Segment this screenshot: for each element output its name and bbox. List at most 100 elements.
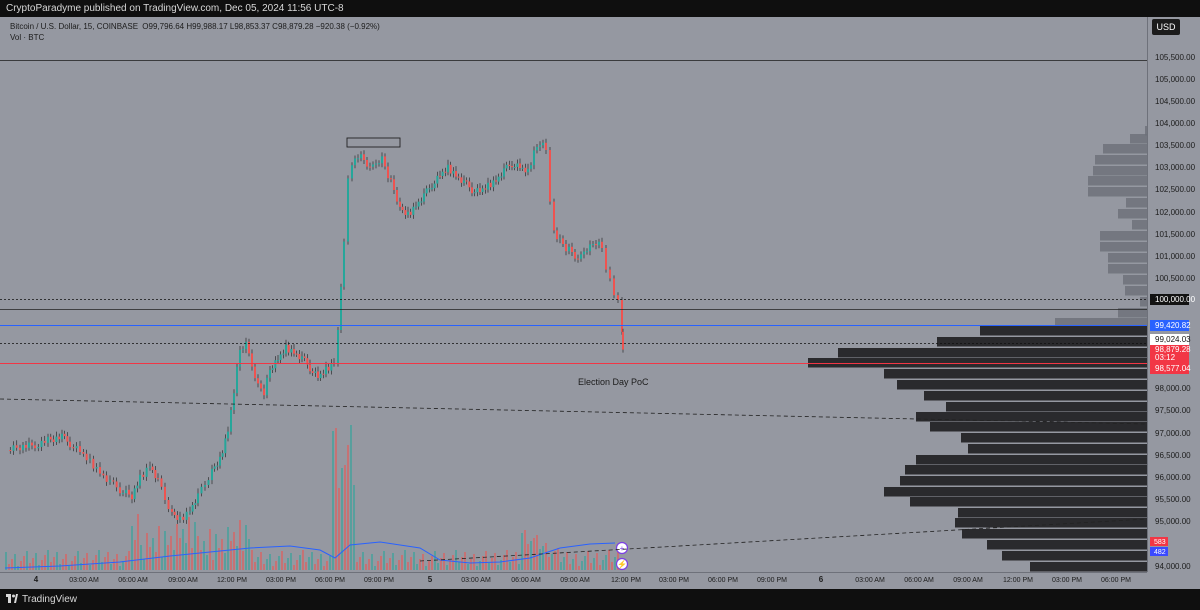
candle-body [431, 188, 433, 190]
volume-profile-bar [897, 380, 1147, 390]
candle-body [55, 436, 58, 442]
candle-body [179, 516, 181, 520]
candle-body [404, 210, 407, 215]
candle-body [524, 167, 527, 173]
volume-bar [410, 557, 412, 570]
volume-bar [44, 555, 46, 570]
time-tick-label: 06:00 PM [1101, 577, 1131, 584]
volume-bar [401, 555, 403, 570]
volume-profile-bar [1030, 562, 1147, 572]
candle-body [12, 445, 15, 451]
volume-bar [389, 558, 391, 570]
candle-body [384, 156, 386, 167]
candle-body [245, 341, 247, 350]
volume-bar [320, 554, 322, 570]
volume-bar [110, 564, 112, 570]
volume-profile-bar [1118, 308, 1147, 318]
volume-bar [257, 557, 259, 570]
volume-bar [458, 562, 460, 570]
volume-bar [11, 559, 13, 570]
volume-bar [53, 557, 55, 570]
price-tick-label: 101,500.00 [1155, 230, 1196, 239]
candle-body [571, 246, 573, 252]
candle-body [164, 486, 166, 500]
volume-bar [194, 522, 196, 570]
volume-label-red-bg [1150, 537, 1168, 546]
candle-body [290, 349, 293, 353]
volume-bar [578, 566, 580, 570]
volume-bar [476, 566, 478, 570]
volume-profile-bar [1123, 275, 1147, 285]
currency-button[interactable]: USD [1152, 19, 1180, 35]
volume-bar [587, 551, 589, 570]
time-tick-label: 09:00 AM [168, 577, 198, 584]
candle-body [351, 165, 353, 179]
volume-bar [602, 560, 604, 570]
volume-bar [101, 562, 103, 570]
volume-bar [74, 556, 76, 570]
volume-profile-bar [1093, 166, 1147, 176]
time-tick-label: 03:00 AM [461, 577, 491, 584]
candle-body [444, 171, 447, 173]
price-tick-label: 97,000.00 [1155, 429, 1191, 438]
candle-body [317, 371, 319, 378]
volume-bar [503, 555, 505, 570]
volume-bar [188, 517, 190, 570]
volume-profile-bar [987, 540, 1147, 550]
candle-body [185, 511, 188, 520]
volume-profile-bar [1130, 134, 1147, 144]
candle-body [378, 163, 380, 165]
candle-body [412, 206, 415, 215]
trend-line-upper [0, 398, 1148, 425]
legend-volume[interactable]: Vol · BTC [10, 33, 45, 42]
volume-bar [269, 554, 271, 570]
candle-body [449, 164, 452, 174]
candle-body [577, 258, 579, 260]
candle-body [99, 467, 101, 474]
volume-bar [374, 566, 376, 570]
volume-profile-bar [1100, 242, 1147, 252]
candle-body [19, 447, 21, 451]
price-label-round: 100,000.00 [1155, 295, 1196, 304]
candle-body [479, 188, 481, 192]
candle-body [230, 410, 232, 432]
candle-body [85, 453, 88, 461]
candle-body [609, 269, 611, 279]
time-tick-label: 03:00 AM [855, 577, 885, 584]
volume-label-avg: 482 [1154, 549, 1166, 556]
price-label-last-bg [1150, 345, 1189, 355]
volume-bar [539, 549, 541, 570]
candle-body [519, 163, 521, 168]
candle-body [505, 164, 508, 169]
price-tick-label: 102,000.00 [1155, 208, 1196, 217]
volume-bar [359, 557, 361, 570]
volume-bar [215, 534, 217, 570]
candle-body [145, 467, 148, 477]
candle-body [562, 238, 564, 244]
candle-body [357, 158, 359, 160]
candle-body [115, 481, 118, 488]
price-tick-label: 98,000.00 [1155, 384, 1191, 393]
volume-profile-bar [884, 487, 1147, 497]
candle-body [595, 244, 597, 246]
volume-profile-bar [905, 465, 1147, 475]
candle-body [47, 436, 49, 443]
candle-body [457, 176, 460, 178]
candle-body [363, 154, 365, 160]
candle-body [503, 168, 505, 177]
candle-body [221, 453, 224, 457]
volume-bar [41, 560, 43, 570]
candle-body [279, 354, 282, 360]
volume-bar [152, 538, 154, 570]
candle-body [325, 366, 327, 375]
candle-body [105, 475, 108, 482]
price-axis-panel [1148, 40, 1200, 572]
volume-profile-bar [1088, 187, 1147, 197]
candle-body [89, 458, 91, 461]
candle-body [200, 486, 203, 494]
publisher-text: CryptoParadyme published on TradingView.… [6, 3, 344, 14]
volume-bar [557, 548, 559, 570]
legend-symbol[interactable]: Bitcoin / U.S. Dollar, 15, COINBASE [10, 22, 139, 31]
volume-bar [416, 564, 418, 570]
